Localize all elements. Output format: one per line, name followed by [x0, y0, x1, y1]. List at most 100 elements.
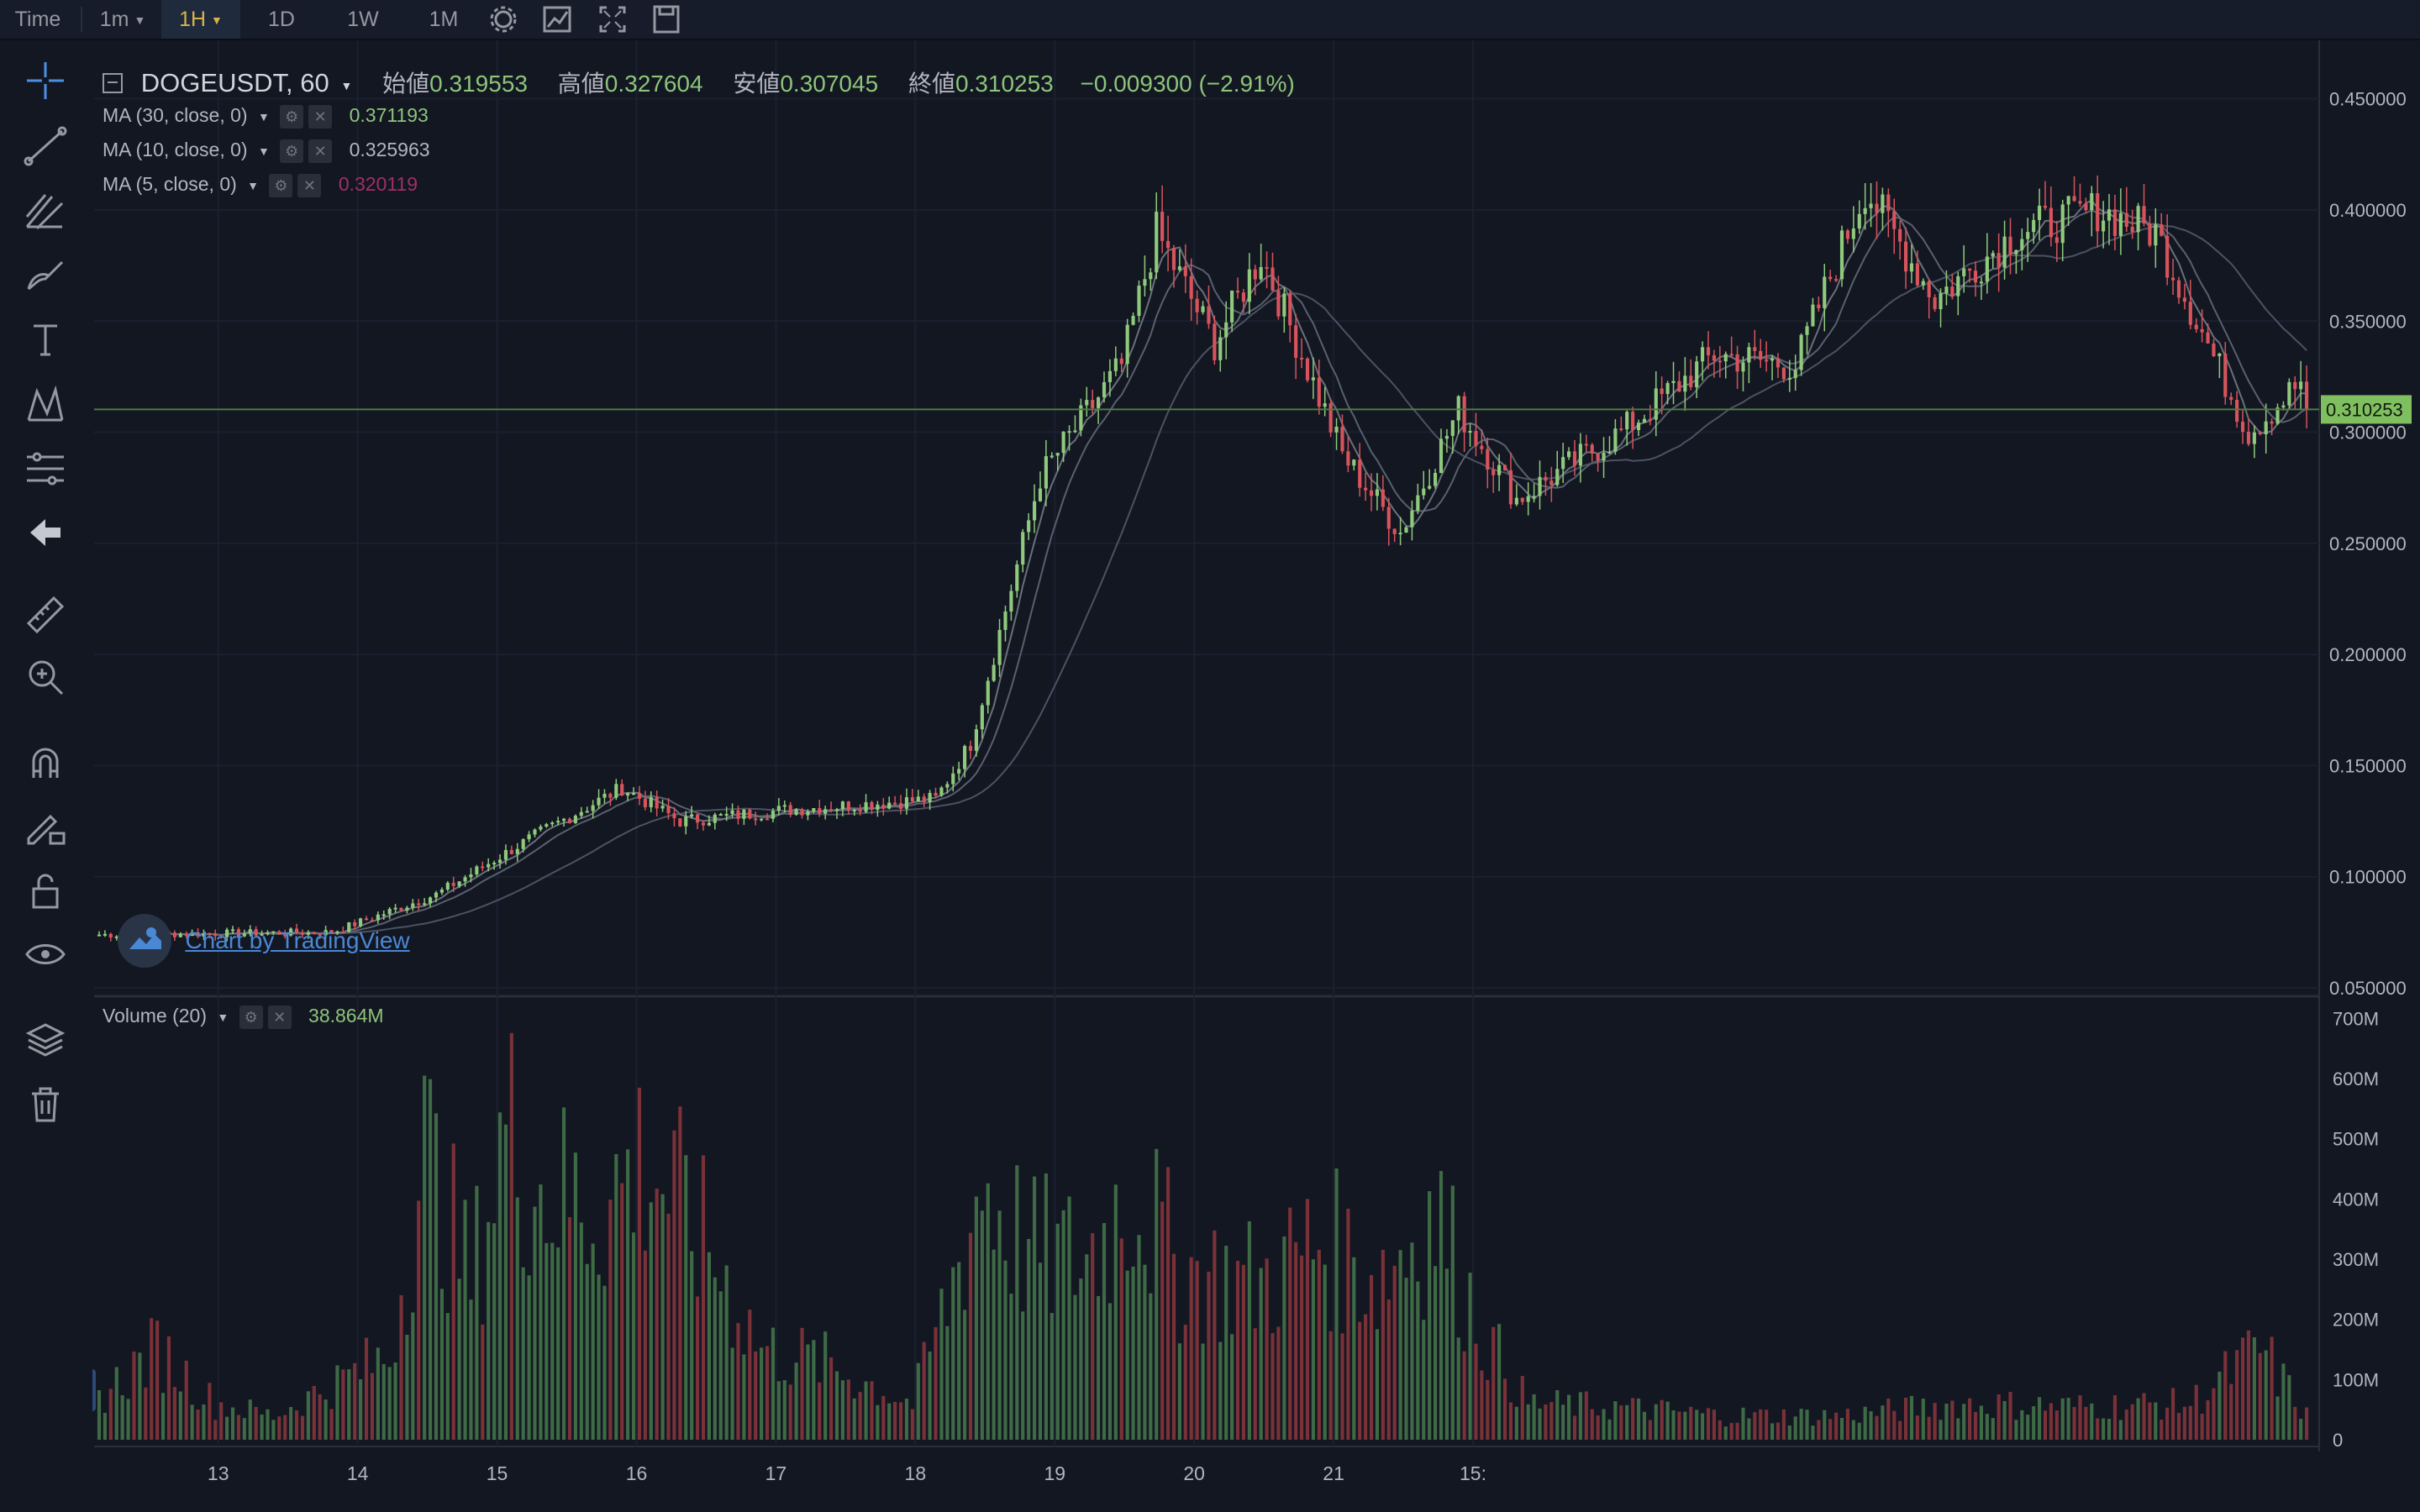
volume-bar: [701, 1155, 706, 1440]
candle-body: [1834, 279, 1839, 281]
price-volume-chart[interactable]: 0.450000 0.400000 0.350000 0.300000 0.250000…: [0, 40, 2420, 1512]
volume-bar: [1288, 1207, 1292, 1440]
magnet-tool[interactable]: [20, 738, 71, 788]
volume-value: 38.864M: [308, 1005, 384, 1026]
candle-body: [1735, 354, 1739, 372]
volume-bar: [672, 1130, 676, 1440]
close-icon[interactable]: ✕: [267, 1005, 292, 1029]
candle-body: [312, 932, 316, 934]
visibility-tool[interactable]: [20, 929, 71, 979]
chart-area[interactable]: 0.450000 0.400000 0.350000 0.300000 0.250000…: [0, 40, 2420, 1512]
pattern-tool[interactable]: [20, 380, 71, 430]
brush-tool[interactable]: [20, 250, 71, 301]
volume-bar: [1648, 1420, 1652, 1440]
tradingview-watermark[interactable]: Chart by TradingView: [118, 914, 410, 968]
volume-bar: [898, 1402, 903, 1440]
ruler-tool[interactable]: [20, 588, 71, 638]
volume-bar: [1009, 1294, 1013, 1440]
settings-gear-icon[interactable]: ⚙: [239, 1005, 263, 1029]
settings-gear-icon[interactable]: [482, 0, 524, 39]
candle-body: [1050, 455, 1054, 458]
candle-body: [718, 814, 723, 816]
close-icon[interactable]: ✕: [308, 104, 333, 129]
candle-body: [1241, 292, 1246, 302]
last-price-label: 0.310253: [2326, 399, 2403, 420]
volume-bar: [2072, 1407, 2076, 1440]
back-tool[interactable]: [20, 507, 71, 558]
interval-1h[interactable]: 1H ▼: [161, 0, 240, 39]
candle-body: [1811, 304, 1815, 327]
close-icon[interactable]: ✕: [297, 173, 322, 197]
candle-body: [1386, 507, 1391, 529]
candle-body: [1055, 453, 1060, 456]
candle-body: [614, 784, 618, 798]
volume-bar: [1428, 1191, 1432, 1440]
delete-tool[interactable]: [20, 1079, 71, 1129]
drawing-mode-tool[interactable]: [20, 801, 71, 852]
candle-body: [1613, 428, 1618, 452]
candle-body: [1712, 354, 1716, 361]
symbol-legend: DOGEUSDT, 60 ▼ 始値0.319553 高値0.327604 安値0…: [103, 66, 1295, 99]
interval-1mo[interactable]: 1M: [429, 8, 459, 31]
chevron-down-icon[interactable]: ▼: [257, 109, 270, 123]
unlock-icon: [32, 874, 59, 909]
candle-body: [1131, 316, 1135, 325]
interval-1d[interactable]: 1D: [268, 8, 295, 31]
brush-icon: [27, 260, 64, 291]
candle-body: [591, 805, 595, 811]
candle-body: [1207, 306, 1211, 324]
candle-body: [1851, 228, 1855, 239]
volume-bar: [974, 1196, 978, 1440]
volume-bar: [1567, 1394, 1571, 1440]
candle-body: [1544, 476, 1548, 481]
chevron-down-icon[interactable]: ▼: [247, 178, 260, 192]
time-tick-label: 17: [765, 1462, 787, 1484]
volume-bar: [1584, 1391, 1588, 1440]
interval-1m[interactable]: 1m ▼: [86, 0, 160, 39]
chevron-down-icon[interactable]: ▼: [257, 144, 270, 158]
settings-gear-icon[interactable]: ⚙: [280, 139, 304, 163]
candle-body: [649, 797, 653, 808]
candle-body: [1921, 281, 1925, 286]
volume-bar: [1491, 1326, 1496, 1440]
toolbar-divider: [81, 7, 82, 32]
candle-body: [910, 797, 914, 802]
interval-1w[interactable]: 1W: [347, 8, 379, 31]
layers-tool[interactable]: [20, 1015, 71, 1065]
pitchfork-tool[interactable]: [20, 185, 71, 235]
close-icon[interactable]: ✕: [308, 139, 333, 163]
collapse-legend-icon[interactable]: [103, 72, 123, 93]
volume-bar: [2293, 1406, 2297, 1440]
candle-body: [968, 746, 973, 751]
settings-gear-icon[interactable]: ⚙: [280, 104, 304, 129]
candle-body: [1247, 269, 1251, 302]
candle-body: [1619, 428, 1623, 431]
volume-bar: [754, 1351, 758, 1440]
candle-body: [1009, 591, 1013, 612]
zoom-tool[interactable]: [20, 652, 71, 702]
candle-body: [771, 811, 776, 819]
volume-bar: [2078, 1395, 2082, 1440]
lock-tool[interactable]: [20, 865, 71, 916]
candle-body: [945, 784, 950, 788]
volume-bar: [1032, 1176, 1037, 1440]
volume-bar: [1282, 1236, 1286, 1440]
indicators-icon[interactable]: [534, 0, 580, 39]
volume-bar: [1160, 1201, 1165, 1440]
fullscreen-icon[interactable]: [590, 0, 635, 39]
candle-body: [329, 930, 334, 934]
text-tool[interactable]: [20, 314, 71, 365]
crosshair-tool[interactable]: [20, 55, 71, 106]
chevron-down-icon[interactable]: ▼: [217, 1010, 229, 1024]
trendline-tool[interactable]: [20, 121, 71, 171]
volume-bar: [1915, 1415, 1919, 1440]
time-label[interactable]: Time: [14, 8, 61, 31]
price-tick-label: 0.300000: [2329, 423, 2407, 444]
candle-body: [411, 903, 415, 908]
candle-body: [1358, 459, 1362, 488]
save-icon[interactable]: [644, 0, 689, 39]
volume-bar: [1695, 1410, 1699, 1440]
fib-tool[interactable]: [20, 444, 71, 494]
settings-gear-icon[interactable]: ⚙: [269, 173, 293, 197]
chevron-down-icon[interactable]: ▼: [340, 78, 353, 92]
